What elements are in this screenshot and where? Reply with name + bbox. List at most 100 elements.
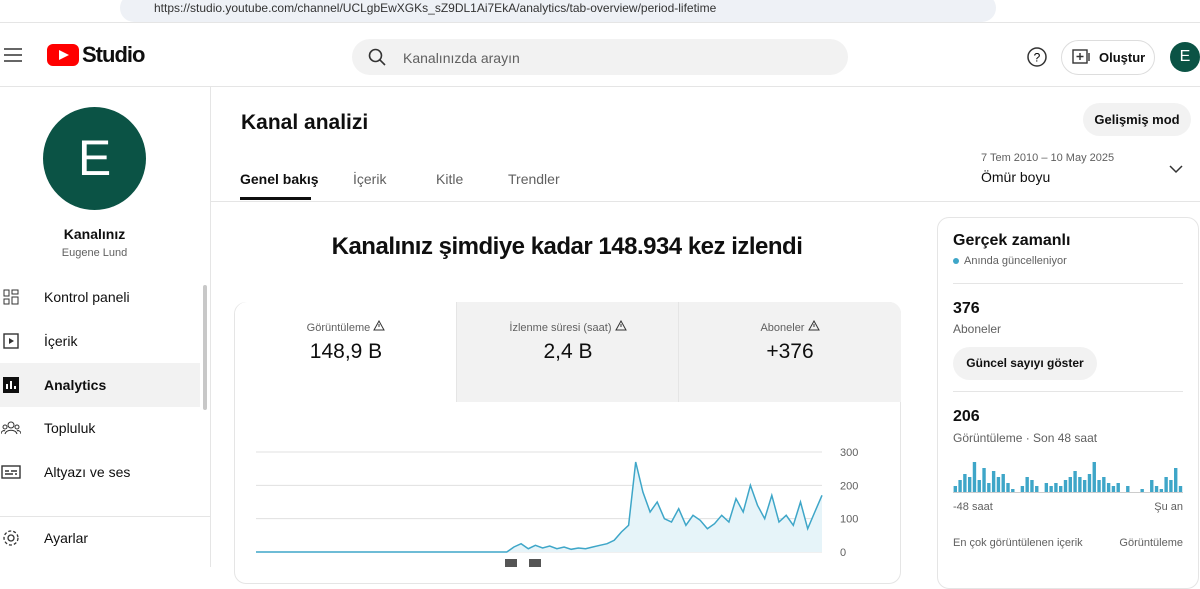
nav-item[interactable]: İçerik [0,319,200,363]
channel-label: Kanalınız [63,226,126,242]
bar [958,480,962,492]
bar [1140,489,1144,492]
bar [1106,483,1111,492]
divider [953,391,1183,392]
logo-icon[interactable] [47,44,79,66]
bar [1020,486,1025,492]
realtime-bars [953,462,1183,493]
start-label: -48 saat [953,501,993,513]
bar [1097,480,1101,492]
bar [1169,480,1173,492]
tab[interactable]: İçerik [353,171,387,187]
tab[interactable]: Kitle [436,171,464,187]
nav-item-selected[interactable]: Analytics [0,363,200,407]
bar [1092,462,1096,492]
area [256,462,822,552]
bar [1174,468,1178,492]
period[interactable]: Ömür boyu [981,169,1051,185]
metric-label: Aboneler [760,322,805,334]
views-count: 206 [953,408,980,425]
metric-tab-selected[interactable]: Görüntüleme 148,9 B [235,302,457,402]
bar [1001,474,1005,492]
bar [982,468,986,492]
bar [1087,474,1092,492]
bar [1159,489,1164,492]
create-button[interactable] [1061,40,1155,75]
bar [1126,486,1130,492]
bar [1116,483,1120,492]
metric-value: 148,9 B [309,340,383,363]
period-dropdown[interactable] [1169,164,1183,174]
top-content-metric: Görüntüleme [1119,537,1183,549]
bar [1078,477,1082,492]
bar [1178,486,1183,492]
menu-icon[interactable] [4,47,22,63]
headline: Kanalınız şimdiye kadar 148.934 kez izle… [331,233,803,260]
metric-value: 2,4 B [543,340,593,363]
settings-item[interactable]: Ayarlar [0,516,200,560]
tab-underline [240,197,311,200]
channel-name: Eugene Lund [61,247,128,259]
realtime-card [937,217,1199,589]
bar [1049,486,1053,492]
nav-item[interactable]: Kontrol paneli [0,275,200,319]
bar [1068,477,1072,492]
nav-label: Analytics [44,377,107,393]
metric-value: +376 [766,340,814,363]
logo-text: Studio [82,42,145,67]
bar [1011,489,1015,492]
bar [1111,486,1116,492]
tab-selected[interactable]: Genel bakış [240,171,319,187]
scrollbar[interactable] [203,285,207,410]
bar [996,477,1001,492]
metric-tab[interactable]: İzlenme süresi (saat) 2,4 B [456,302,679,402]
sidebar-divider [210,87,211,567]
bar [972,462,977,492]
help-icon[interactable]: ? [1027,47,1047,67]
show-count-button[interactable]: Güncel sayıyı göster [953,347,1097,380]
metric-tab[interactable]: Aboneler +376 [678,302,901,402]
page-title: Kanal analizi [241,111,369,134]
nav-label: Kontrol paneli [44,289,130,305]
bar [1035,486,1039,492]
url-bar[interactable] [120,0,996,22]
y-tick-label: 200 [840,480,858,492]
search-box[interactable] [352,39,848,75]
create-label: Oluştur [1099,50,1146,65]
tab[interactable]: Trendler [508,171,560,187]
header-divider [0,86,1200,87]
bar [963,474,967,492]
bar [1059,486,1063,492]
account-avatar[interactable]: E [1170,42,1200,72]
bar [1063,480,1068,492]
date-range: 7 Tem 2010 – 10 May 2025 [981,152,1115,164]
channel-avatar[interactable]: E [43,107,146,210]
subscriber-count: 376 [953,300,980,317]
y-tick-label: 0 [840,547,846,559]
subscriber-label: Aboneler [953,322,1002,336]
nav-label: Altyazı ve ses [44,464,131,480]
search-placeholder: Kanalınızda arayın [403,50,520,66]
nav-item[interactable]: Altyazı ve ses [0,450,200,494]
end-label: Şu an [1154,501,1183,513]
bar [1044,483,1049,492]
metric-label: İzlenme süresi (saat) [509,322,612,334]
event-marker[interactable] [505,559,517,567]
url: https://studio.youtube.com/channel/UCLgb… [154,1,717,15]
bar [987,483,991,492]
advanced-mode-button[interactable]: Gelişmiş mod [1083,103,1191,136]
live-dot [953,258,959,264]
bar [1054,483,1058,492]
views-label: Görüntüleme · Son 48 saat [953,431,1098,445]
line [256,461,823,553]
nav-item[interactable]: Topluluk [0,406,200,450]
svg-text:?: ? [1034,51,1041,65]
bar [1154,486,1159,492]
tabs-divider [211,201,1200,202]
bar [1164,477,1168,492]
bar [1025,477,1029,492]
y-tick-label: 100 [840,514,858,526]
top-content-label: En çok görüntülenen içerik [953,537,1083,549]
event-marker[interactable] [529,559,541,567]
